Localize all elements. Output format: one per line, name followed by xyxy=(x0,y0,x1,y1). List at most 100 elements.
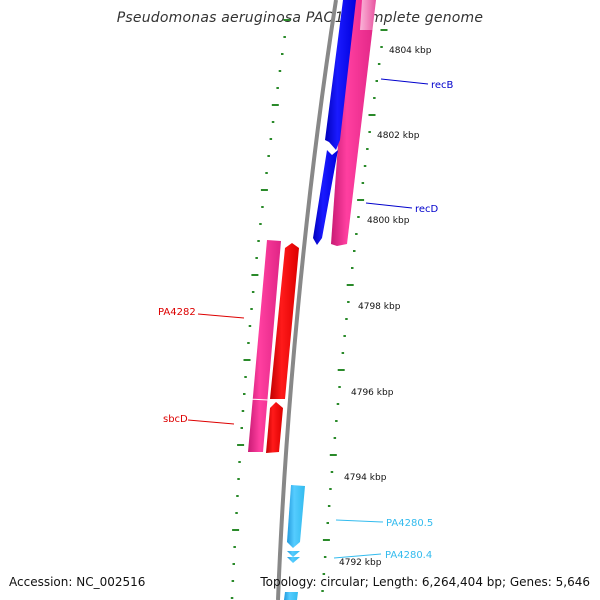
gene-label-sbcD[interactable]: sbcD xyxy=(163,414,188,425)
scale-tick xyxy=(265,172,268,174)
scale-tick xyxy=(338,386,341,388)
scale-tick xyxy=(230,597,234,599)
gene-recB[interactable] xyxy=(325,0,356,150)
kbp-label: 4798 kbp xyxy=(358,302,401,312)
scale-tick xyxy=(269,138,273,140)
gene-sbcD[interactable] xyxy=(266,402,283,453)
gene-cyan-bottom[interactable] xyxy=(284,592,298,600)
scale-tick xyxy=(368,131,371,133)
scale-tick xyxy=(283,19,291,21)
scale-tick xyxy=(232,563,235,565)
gene-magenta-top[interactable] xyxy=(331,0,376,246)
gene-magenta-top-highlight xyxy=(360,0,376,30)
scale-tick xyxy=(276,87,279,89)
scale-tick xyxy=(366,148,369,150)
scale-tick xyxy=(377,63,381,65)
PA4280.4-leader xyxy=(333,553,382,559)
kbp-label: 4792 kbp xyxy=(339,558,382,568)
scale-tick xyxy=(351,267,354,269)
gene-recD[interactable] xyxy=(313,150,338,245)
recB-leader xyxy=(380,78,429,85)
accession-text: Accession: NC_002516 xyxy=(9,575,146,589)
scale-tick xyxy=(368,114,376,116)
scale-tick xyxy=(259,223,262,225)
gene-label-PA4282[interactable]: PA4282 xyxy=(158,307,196,318)
genome-backbone xyxy=(276,0,338,600)
scale-tick xyxy=(361,182,365,184)
scale-tick xyxy=(341,352,345,354)
scale-tick xyxy=(375,80,378,82)
scale-tick xyxy=(357,216,360,218)
sbcD-leader xyxy=(187,419,235,425)
scale-tick xyxy=(231,580,235,582)
scale-tick xyxy=(248,325,252,327)
gene-PA4280.5[interactable] xyxy=(287,485,305,548)
scale-tick xyxy=(336,403,340,405)
scale-tick xyxy=(247,342,250,344)
kbp-label: 4796 kbp xyxy=(351,388,394,398)
scale-tick xyxy=(267,155,270,157)
scale-tick xyxy=(343,335,346,337)
scale-tick xyxy=(363,165,367,167)
scale-tick xyxy=(380,29,388,31)
gene-label-recB[interactable]: recB xyxy=(431,80,454,91)
scale-tick xyxy=(251,274,259,276)
scale-tick xyxy=(260,189,268,191)
scale-tick xyxy=(232,529,240,531)
recD-leader xyxy=(365,202,413,209)
gene-label-PA4280.4[interactable]: PA4280.4 xyxy=(385,550,432,561)
PA4282-leader xyxy=(197,313,245,319)
kbp-label: 4794 kbp xyxy=(344,473,387,483)
gene-PA4280.4-b[interactable] xyxy=(287,557,300,563)
scale-tick xyxy=(337,369,345,371)
scale-tick xyxy=(237,444,245,446)
scale-tick xyxy=(355,233,358,235)
scale-tick xyxy=(240,427,243,429)
PA4280.5-leader xyxy=(335,519,384,523)
scale-tick xyxy=(281,53,284,55)
scale-tick xyxy=(322,573,326,575)
scale-tick xyxy=(326,522,329,524)
scale-tick xyxy=(271,121,275,123)
kbp-label: 4802 kbp xyxy=(377,131,420,141)
scale-tick xyxy=(235,512,238,514)
gene-magenta-left-divider xyxy=(248,398,269,401)
scale-tick xyxy=(278,70,282,72)
scale-tick xyxy=(250,308,253,310)
topology-text: Topology: circular; Length: 6,264,404 bp… xyxy=(260,575,590,589)
scale-tick xyxy=(243,359,251,361)
gene-label-PA4280.5[interactable]: PA4280.5 xyxy=(386,518,433,529)
scale-tick xyxy=(321,590,324,592)
scale-tick xyxy=(237,478,240,480)
scale-tick xyxy=(329,454,337,456)
gene-PA4280.4-a[interactable] xyxy=(287,551,300,557)
scale-tick xyxy=(345,318,348,320)
scale-tick xyxy=(353,250,356,252)
scale-tick xyxy=(333,437,337,439)
scale-tick xyxy=(251,291,255,293)
scale-tick xyxy=(244,376,247,378)
scale-tick xyxy=(271,104,279,106)
map-title: Pseudomonas aeruginosa PAO1, complete ge… xyxy=(116,10,484,26)
scale-tick xyxy=(236,495,239,497)
scale-tick xyxy=(238,461,241,463)
scale-tick xyxy=(346,284,354,286)
scale-tick xyxy=(330,471,334,473)
scale-tick xyxy=(335,420,338,422)
gene-label-recD[interactable]: recD xyxy=(415,204,439,215)
scale-tick xyxy=(283,36,286,38)
scale-tick xyxy=(357,199,365,201)
scale-tick xyxy=(373,97,376,99)
scale-tick xyxy=(323,556,327,558)
scale-tick xyxy=(322,539,330,541)
gene-PA4282[interactable] xyxy=(270,243,299,399)
scale-tick xyxy=(257,240,260,242)
inner-tick-ring xyxy=(321,29,388,592)
scale-tick xyxy=(261,206,264,208)
scale-tick xyxy=(243,393,246,395)
kbp-label: 4804 kbp xyxy=(389,46,432,56)
scale-tick xyxy=(241,410,245,412)
scale-tick xyxy=(233,546,236,548)
scale-tick xyxy=(327,505,331,507)
